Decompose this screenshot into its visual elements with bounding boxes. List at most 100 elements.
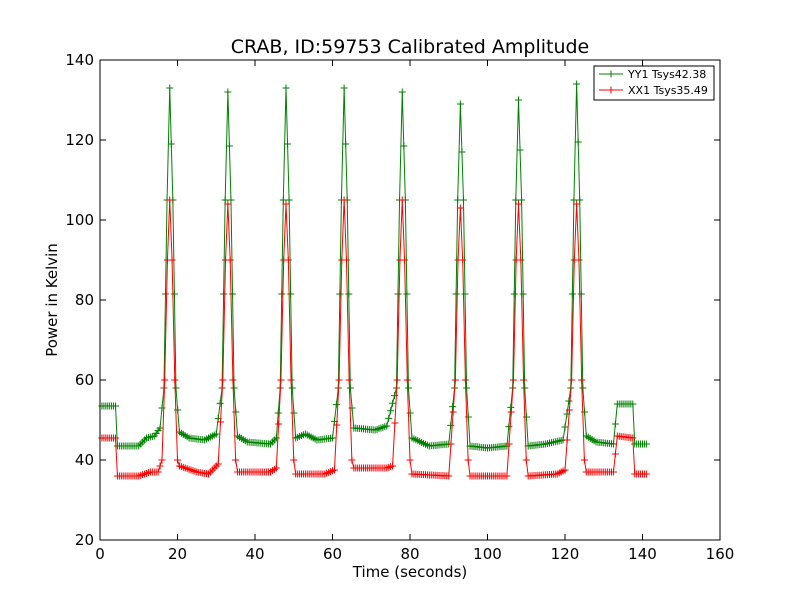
data-point-marker bbox=[403, 290, 411, 298]
data-point-marker bbox=[158, 456, 166, 464]
data-point-marker bbox=[387, 407, 395, 415]
data-point-marker bbox=[521, 384, 529, 392]
data-point-marker bbox=[282, 84, 290, 92]
data-point-marker bbox=[219, 376, 227, 384]
data-point-marker bbox=[578, 376, 586, 384]
data-point-marker bbox=[224, 200, 232, 208]
data-point-marker bbox=[229, 290, 237, 298]
data-point-marker bbox=[345, 290, 353, 298]
data-point-marker bbox=[112, 402, 119, 410]
data-point-marker bbox=[394, 290, 402, 298]
data-point-marker bbox=[451, 376, 459, 384]
data-point-marker bbox=[224, 88, 232, 96]
series-yy1 bbox=[98, 80, 650, 452]
x-tick-label: 140 bbox=[628, 545, 657, 563]
data-point-marker bbox=[274, 409, 282, 417]
data-point-marker bbox=[574, 138, 582, 146]
data-point-marker bbox=[232, 456, 240, 464]
data-point-marker bbox=[576, 196, 584, 204]
data-point-marker bbox=[517, 256, 525, 264]
data-point-marker bbox=[272, 434, 280, 442]
x-axis-label: Time (seconds) bbox=[352, 563, 468, 581]
data-point-marker bbox=[278, 290, 286, 298]
data-point-marker bbox=[522, 413, 530, 421]
data-point-marker bbox=[272, 464, 280, 472]
series-markers bbox=[98, 196, 650, 480]
data-point-marker bbox=[230, 384, 238, 392]
data-point-marker bbox=[447, 440, 455, 448]
data-point-marker bbox=[214, 460, 222, 468]
data-point-marker bbox=[287, 290, 295, 298]
data-point-marker bbox=[166, 196, 174, 204]
data-point-marker bbox=[285, 196, 293, 204]
data-point-marker bbox=[401, 256, 409, 264]
data-point-marker bbox=[400, 142, 408, 150]
data-point-marker bbox=[167, 140, 175, 148]
data-point-marker bbox=[515, 200, 522, 208]
x-tick-label: 80 bbox=[400, 545, 419, 563]
legend-box bbox=[593, 65, 715, 101]
data-point-marker bbox=[385, 414, 393, 422]
data-point-marker bbox=[342, 140, 350, 148]
data-point-marker bbox=[340, 84, 348, 92]
data-point-marker bbox=[573, 80, 581, 88]
data-point-marker bbox=[275, 420, 283, 428]
x-tick-label: 160 bbox=[706, 545, 735, 563]
data-point-marker bbox=[520, 376, 528, 384]
data-point-marker bbox=[290, 456, 298, 464]
data-point-marker bbox=[232, 408, 240, 416]
y-tick-label: 120 bbox=[65, 131, 94, 149]
data-point-marker bbox=[340, 196, 348, 204]
data-point-marker bbox=[406, 456, 414, 464]
data-point-marker bbox=[217, 418, 225, 426]
data-point-marker bbox=[226, 256, 234, 264]
data-point-marker bbox=[158, 404, 166, 412]
data-point-marker bbox=[611, 450, 619, 458]
y-axis-label: Power in Kelvin bbox=[43, 243, 61, 357]
data-point-marker bbox=[447, 421, 455, 429]
data-point-marker bbox=[171, 376, 179, 384]
x-tick-label: 60 bbox=[323, 545, 342, 563]
data-point-marker bbox=[389, 462, 397, 470]
data-point-marker bbox=[166, 84, 174, 92]
data-point-marker bbox=[573, 200, 581, 208]
data-point-marker bbox=[580, 456, 588, 464]
data-point-marker bbox=[456, 204, 464, 212]
data-point-marker bbox=[452, 290, 460, 298]
series-markers bbox=[98, 80, 650, 452]
y-tick-label: 20 bbox=[75, 531, 94, 549]
y-tick-label: 40 bbox=[75, 451, 94, 469]
x-tick-label: 0 bbox=[95, 545, 105, 563]
y-tick-label: 140 bbox=[65, 51, 94, 69]
data-point-marker bbox=[565, 397, 573, 405]
data-point-marker bbox=[287, 376, 295, 384]
y-tick-label: 100 bbox=[65, 211, 94, 229]
data-point-marker bbox=[463, 384, 471, 392]
data-point-marker bbox=[568, 290, 576, 298]
x-tick-label: 40 bbox=[245, 545, 264, 563]
data-point-marker bbox=[404, 384, 412, 392]
data-point-marker bbox=[456, 100, 464, 108]
legend-label: YY1 Tsys42.38 bbox=[627, 68, 706, 81]
data-point-marker bbox=[403, 376, 411, 384]
data-point-marker bbox=[290, 409, 298, 417]
data-point-marker bbox=[342, 256, 350, 264]
y-tick-label: 80 bbox=[75, 291, 94, 309]
data-point-marker bbox=[229, 376, 237, 384]
data-point-marker bbox=[464, 456, 472, 464]
data-point-marker bbox=[515, 96, 522, 104]
legend-items: YY1 Tsys42.38 XX1 Tsys35.49 bbox=[599, 68, 708, 97]
data-point-marker bbox=[518, 196, 526, 204]
data-point-marker bbox=[565, 406, 573, 414]
data-point-marker bbox=[507, 403, 515, 411]
data-point-marker bbox=[391, 419, 399, 427]
data-point-marker bbox=[609, 440, 617, 448]
data-point-marker bbox=[629, 434, 637, 442]
data-point-marker bbox=[461, 376, 469, 384]
data-point-marker bbox=[335, 376, 343, 384]
data-point-marker bbox=[329, 434, 336, 442]
data-point-marker bbox=[519, 290, 527, 298]
data-point-marker bbox=[522, 456, 530, 464]
data-point-marker bbox=[284, 140, 292, 148]
